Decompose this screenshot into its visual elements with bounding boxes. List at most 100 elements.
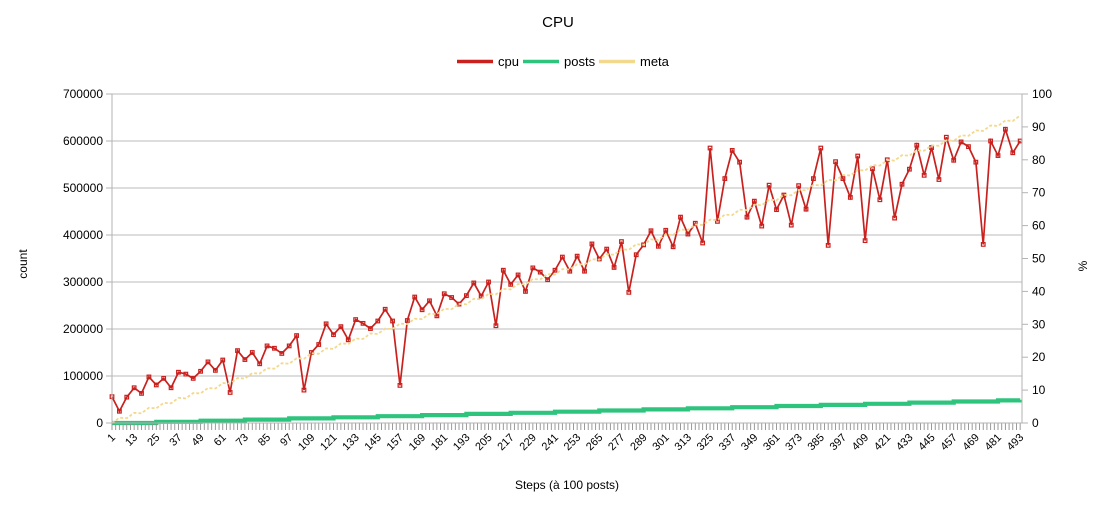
x-axis-tick-label: 337 (717, 432, 738, 453)
cpu-data-marker (892, 215, 898, 221)
cpu-data-marker (190, 375, 196, 381)
legend-item-meta: meta (599, 54, 670, 69)
x-axis-tick-label: 325 (695, 432, 716, 453)
x-axis-tick-label: 49 (190, 432, 207, 449)
x-axis-tick-label: 349 (739, 432, 760, 453)
cpu-data-marker (390, 318, 395, 324)
cpu-data-marker (301, 387, 307, 393)
cpu-data-marker (493, 323, 499, 329)
legend-label-meta: meta (640, 54, 670, 69)
cpu-data-marker (478, 293, 484, 299)
x-axis-tick-label: 301 (650, 432, 671, 453)
x-axis-tick-label: 37 (167, 432, 184, 449)
legend-label-cpu: cpu (498, 54, 519, 69)
cpu-data-marker (744, 214, 750, 220)
cpu-data-marker (242, 357, 248, 362)
legend: cpu posts meta (457, 54, 670, 69)
cpu-data-marker (840, 176, 846, 182)
cpu-data-marker (368, 326, 373, 331)
y-axis-tick-label-right: 60 (1032, 219, 1046, 233)
cpu-data-marker (559, 254, 565, 260)
cpu-data-marker (530, 265, 536, 271)
cpu-data-marker (500, 267, 506, 273)
cpu-data-marker (124, 394, 130, 400)
cpu-data-marker (235, 348, 240, 354)
cpu-data-marker (700, 240, 706, 246)
cpu-data-marker (286, 343, 292, 349)
cpu-data-marker (198, 368, 204, 374)
x-axis-tick-label: 361 (761, 432, 782, 453)
x-axis-tick-label: 373 (783, 432, 804, 453)
y-axis-tick-label-left: 100000 (63, 369, 103, 383)
x-axis-tick-label: 481 (983, 432, 1004, 453)
cpu-data-marker (973, 159, 979, 165)
x-axis-tick-label: 433 (894, 432, 915, 453)
x-axis-tick-label: 133 (340, 432, 361, 453)
x-axis-tick-label: 169 (407, 432, 428, 453)
cpu-data-marker (331, 332, 336, 338)
y-axis-tick-label-left: 200000 (63, 322, 103, 336)
x-axis-tick-label: 409 (850, 432, 871, 453)
cpu-data-marker (589, 241, 595, 247)
cpu-data-marker (641, 242, 647, 248)
x-axis-tick-label: 313 (673, 432, 694, 453)
y-axis-tick-label-right: 90 (1032, 120, 1046, 134)
legend-item-posts: posts (523, 54, 596, 69)
y-axis-tick-label-right: 40 (1032, 284, 1046, 298)
cpu-data-marker (353, 317, 359, 322)
cpu-data-marker (116, 408, 122, 414)
x-axis-tick-label: 97 (278, 432, 295, 449)
cpu-data-marker (678, 214, 683, 220)
cpu-data-marker (168, 385, 174, 391)
axes-layer: 0100000200000300000400000500000600000700… (63, 87, 1052, 453)
cpu-data-marker (279, 351, 285, 356)
cpu-data-marker (316, 342, 322, 347)
cpu-data-marker (397, 383, 403, 388)
cpu-data-marker (323, 321, 329, 327)
cpu-data-marker (655, 243, 661, 249)
cpu-data-marker (818, 145, 824, 151)
cpu-data-marker (943, 134, 949, 140)
cpu-data-marker (833, 159, 838, 165)
cpu-data-marker (907, 166, 912, 172)
y-axis-tick-label-right: 80 (1032, 153, 1046, 167)
x-axis-tick-label: 121 (318, 432, 339, 453)
cpu-data-marker (131, 385, 137, 391)
y-axis-tick-label-left: 0 (96, 416, 103, 430)
x-axis-tick-label: 217 (495, 432, 516, 453)
cpu-data-marker (449, 295, 455, 300)
cpu-data-marker (257, 361, 263, 367)
x-axis-tick-label: 73 (234, 432, 251, 449)
y-axis-title-right: % (1076, 260, 1090, 271)
y-axis-tick-label-right: 50 (1032, 252, 1046, 266)
cpu-data-marker (464, 293, 469, 299)
cpu-data-marker (670, 244, 676, 250)
legend-label-posts: posts (564, 54, 596, 69)
cpu-data-marker (139, 390, 144, 396)
cpu-data-marker (633, 252, 639, 258)
x-axis-tick-label: 157 (385, 432, 406, 453)
cpu-data-marker (441, 291, 447, 297)
cpu-data-marker (729, 148, 735, 153)
cpu-data-marker (523, 289, 528, 294)
y-axis-tick-label-right: 30 (1032, 317, 1046, 331)
cpu-data-marker (803, 206, 809, 212)
cpu-data-marker (914, 142, 920, 148)
cpu-data-marker (722, 176, 728, 182)
x-axis-tick-label: 109 (296, 432, 317, 453)
y-axis-tick-label-right: 100 (1032, 87, 1052, 101)
posts-series-line (112, 398, 1023, 426)
cpu-data-marker (552, 267, 558, 273)
x-axis-title: Steps (à 100 posts) (515, 478, 619, 492)
meta-series-line (111, 114, 1021, 424)
x-axis-tick-label: 25 (145, 432, 162, 449)
cpu-data-marker (574, 253, 580, 259)
cpu-data-marker (619, 239, 624, 244)
x-axis-tick-label: 193 (451, 432, 472, 453)
cpu-data-marker (345, 337, 351, 343)
y-axis-tick-label-left: 400000 (63, 228, 103, 242)
y-axis-tick-label-left: 600000 (63, 134, 103, 148)
cpu-data-marker (294, 333, 299, 338)
cpu-data-marker (427, 298, 432, 304)
y-axis-tick-label-right: 10 (1032, 383, 1046, 397)
